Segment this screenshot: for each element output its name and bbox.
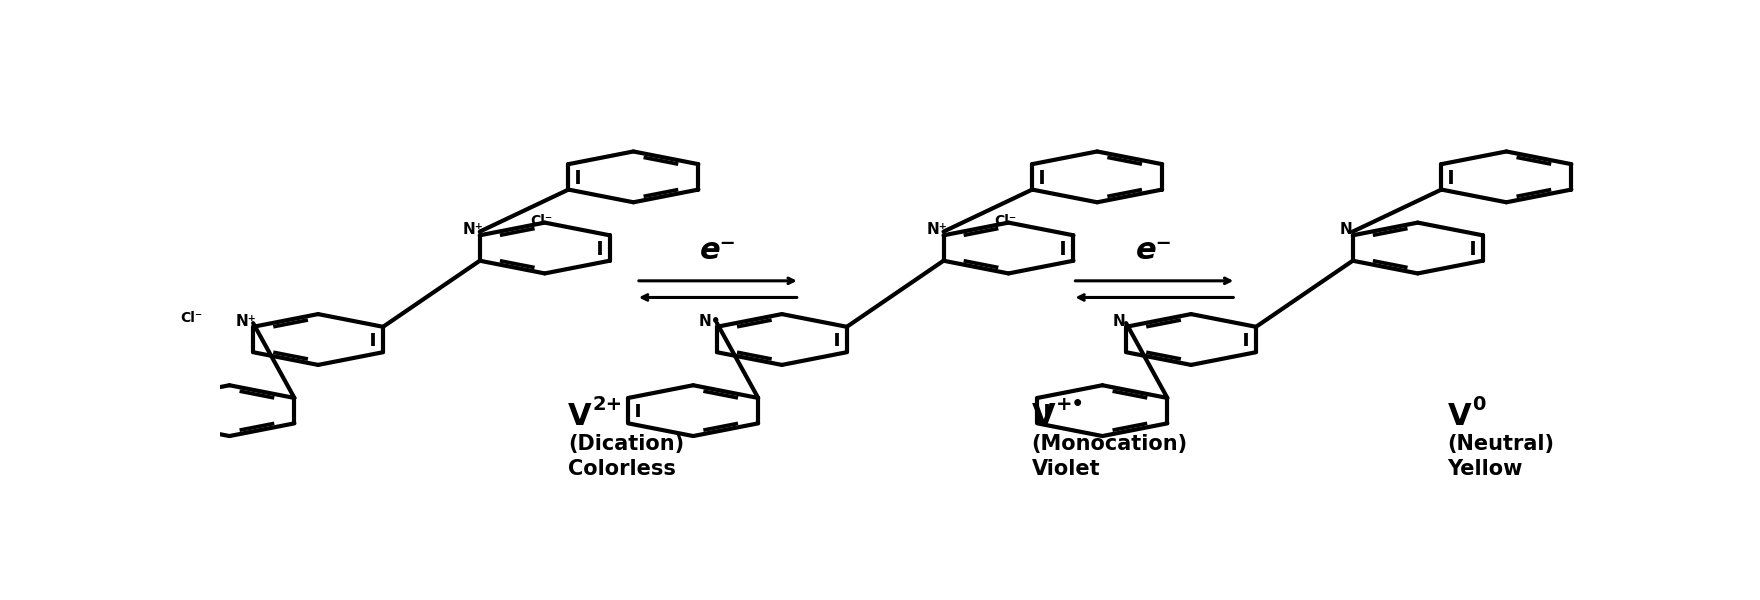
- Text: e⁻: e⁻: [699, 236, 736, 265]
- Text: Cl⁻: Cl⁻: [181, 311, 202, 325]
- Text: V: V: [1031, 401, 1056, 431]
- Text: Cl⁻: Cl⁻: [994, 214, 1016, 229]
- Text: (Neutral): (Neutral): [1447, 434, 1554, 454]
- Text: e⁻: e⁻: [1135, 236, 1172, 265]
- Text: V: V: [568, 401, 591, 431]
- Text: +•: +•: [1056, 395, 1084, 414]
- Text: 0: 0: [1471, 395, 1485, 414]
- Text: 2+: 2+: [593, 395, 623, 414]
- Text: Violet: Violet: [1031, 460, 1100, 479]
- Text: (Dication): (Dication): [568, 434, 685, 454]
- Text: N⁺: N⁺: [463, 222, 484, 237]
- Text: N: N: [1339, 222, 1352, 237]
- Text: N⁺: N⁺: [236, 314, 257, 329]
- Text: N•: N•: [699, 314, 722, 329]
- Text: Cl⁻: Cl⁻: [530, 214, 553, 229]
- Text: Colorless: Colorless: [568, 460, 676, 479]
- Text: V: V: [1447, 401, 1471, 431]
- Text: N: N: [1112, 314, 1126, 329]
- Text: (Monocation): (Monocation): [1031, 434, 1188, 454]
- Text: Yellow: Yellow: [1447, 460, 1522, 479]
- Text: N⁺: N⁺: [926, 222, 947, 237]
